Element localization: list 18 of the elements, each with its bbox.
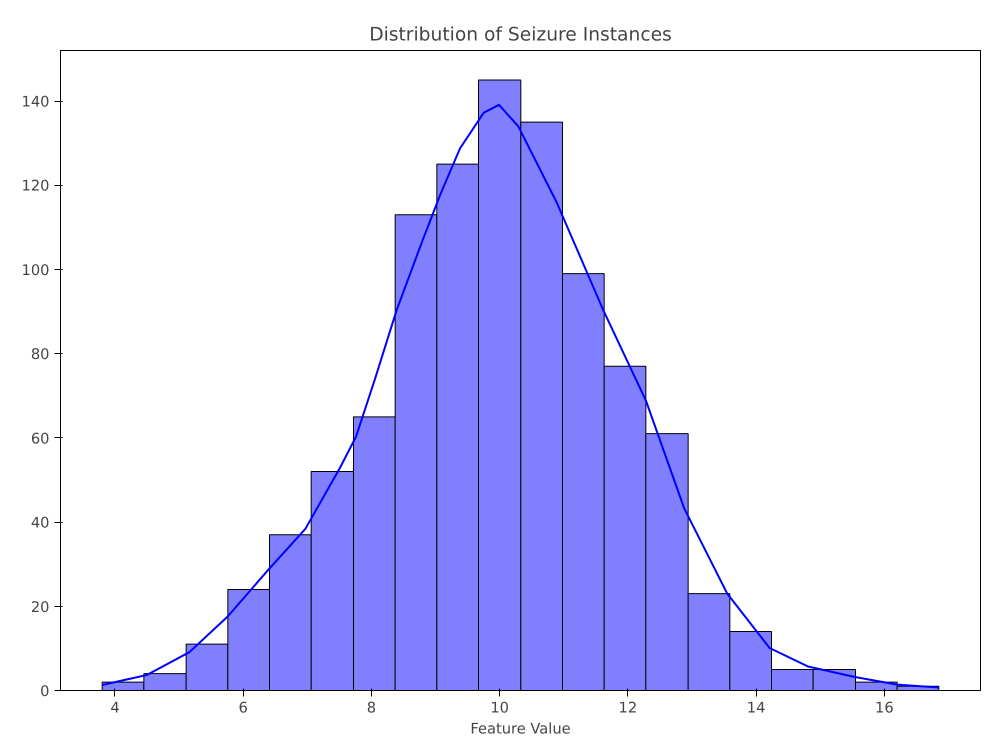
line-series xyxy=(101,104,940,689)
x-tick-label: 16 xyxy=(875,700,894,716)
x-tick-label: 12 xyxy=(618,700,638,716)
x-tick-label: 6 xyxy=(238,700,248,716)
y-tick-label: 40 xyxy=(30,514,50,532)
y-tick-label: 20 xyxy=(30,598,50,616)
y-tick-label: 140 xyxy=(22,94,50,111)
y-tick-label: 60 xyxy=(30,430,50,448)
x-tick-label: 10 xyxy=(490,700,509,716)
y-tick-label: 120 xyxy=(22,178,50,195)
y-tick-label: 100 xyxy=(22,262,50,279)
x-tick-label: 4 xyxy=(110,700,120,716)
y-tick-label: 0 xyxy=(40,683,50,700)
x-tick-label: 14 xyxy=(746,700,766,716)
x-tick-label: 8 xyxy=(366,700,376,716)
y-tick-label: 80 xyxy=(30,346,50,364)
chart-title: Distribution of Seizure Instances xyxy=(369,24,672,46)
x-axis-title: Feature Value xyxy=(470,720,571,738)
